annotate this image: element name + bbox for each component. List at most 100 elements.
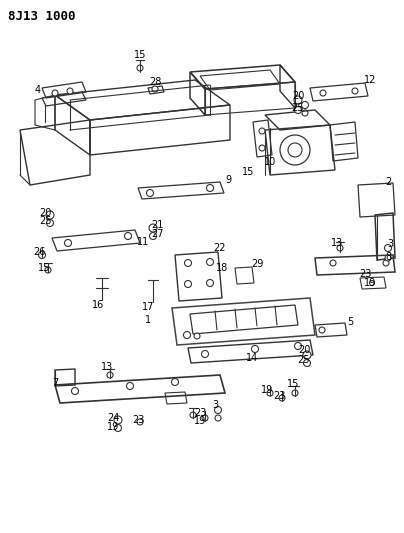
Circle shape (52, 90, 58, 96)
Text: 17: 17 (142, 302, 154, 312)
Text: 15: 15 (38, 263, 50, 273)
Circle shape (252, 345, 259, 352)
Text: 20: 20 (292, 91, 304, 101)
Text: 3: 3 (387, 239, 393, 249)
Circle shape (259, 128, 265, 134)
Text: 11: 11 (137, 237, 149, 247)
Circle shape (65, 239, 72, 246)
Circle shape (294, 96, 302, 104)
Circle shape (337, 245, 343, 251)
Circle shape (147, 190, 154, 197)
Text: 12: 12 (364, 75, 376, 85)
Circle shape (288, 143, 302, 157)
Text: 25: 25 (292, 103, 304, 113)
Circle shape (330, 260, 336, 266)
Text: 5: 5 (347, 317, 353, 327)
Text: 2: 2 (385, 177, 391, 187)
Circle shape (301, 101, 309, 109)
Text: 15: 15 (134, 50, 146, 60)
Text: 19: 19 (364, 278, 376, 288)
Text: 28: 28 (149, 77, 161, 87)
Circle shape (370, 280, 375, 286)
Text: 29: 29 (251, 259, 263, 269)
Circle shape (267, 390, 273, 396)
Text: 1: 1 (145, 315, 151, 325)
Circle shape (320, 90, 326, 96)
Circle shape (319, 327, 325, 333)
Text: 10: 10 (264, 157, 276, 167)
Circle shape (302, 110, 308, 116)
Circle shape (46, 220, 53, 227)
Circle shape (206, 184, 213, 191)
Circle shape (124, 232, 131, 239)
Text: 23: 23 (359, 269, 371, 279)
Circle shape (215, 415, 221, 421)
Text: 23: 23 (132, 415, 144, 425)
Circle shape (202, 415, 208, 421)
Circle shape (183, 332, 191, 338)
Circle shape (295, 343, 301, 350)
Text: 19: 19 (107, 422, 119, 432)
Text: 24: 24 (107, 413, 119, 423)
Circle shape (45, 267, 51, 273)
Text: 20: 20 (39, 208, 51, 218)
Circle shape (202, 351, 208, 358)
Text: 15: 15 (287, 379, 299, 389)
Text: 4: 4 (35, 85, 41, 95)
Text: 8J13 1000: 8J13 1000 (8, 10, 76, 23)
Text: 7: 7 (52, 378, 58, 388)
Circle shape (206, 279, 213, 287)
Text: 23: 23 (194, 408, 206, 418)
Text: 18: 18 (216, 263, 228, 273)
Circle shape (38, 252, 46, 259)
Text: 19: 19 (261, 385, 273, 395)
Circle shape (149, 224, 157, 232)
Text: 3: 3 (212, 400, 218, 410)
Circle shape (107, 372, 113, 378)
Circle shape (206, 259, 213, 265)
Circle shape (352, 88, 358, 94)
Text: 13: 13 (331, 238, 343, 248)
Circle shape (303, 351, 311, 359)
Circle shape (137, 419, 143, 425)
Circle shape (185, 280, 191, 287)
Circle shape (126, 383, 133, 390)
Text: 8: 8 (385, 252, 391, 262)
Text: 14: 14 (246, 353, 258, 363)
Circle shape (385, 245, 391, 252)
Circle shape (215, 407, 221, 414)
Text: 15: 15 (242, 167, 254, 177)
Text: 23: 23 (273, 391, 285, 401)
Circle shape (149, 232, 156, 239)
Circle shape (114, 416, 122, 424)
Circle shape (190, 412, 196, 418)
Text: 25: 25 (39, 216, 51, 226)
Text: 21: 21 (151, 220, 163, 230)
Circle shape (259, 145, 265, 151)
Circle shape (152, 86, 158, 92)
Circle shape (72, 387, 78, 394)
Text: 13: 13 (101, 362, 113, 372)
Circle shape (172, 378, 179, 385)
Circle shape (280, 135, 310, 165)
Circle shape (292, 390, 298, 396)
Circle shape (385, 255, 391, 261)
Text: 9: 9 (225, 175, 231, 185)
Text: 27: 27 (151, 229, 163, 239)
Text: 26: 26 (33, 247, 45, 257)
Circle shape (383, 260, 389, 266)
Circle shape (295, 107, 301, 114)
Circle shape (137, 65, 143, 71)
Text: 16: 16 (92, 300, 104, 310)
Circle shape (194, 333, 200, 339)
Text: 19: 19 (194, 416, 206, 426)
Circle shape (279, 395, 285, 401)
Text: 22: 22 (214, 243, 226, 253)
Circle shape (114, 424, 122, 432)
Circle shape (303, 359, 311, 367)
Circle shape (46, 211, 54, 219)
Circle shape (67, 88, 73, 94)
Text: 25: 25 (298, 355, 310, 365)
Circle shape (185, 260, 191, 266)
Text: 20: 20 (298, 345, 310, 355)
